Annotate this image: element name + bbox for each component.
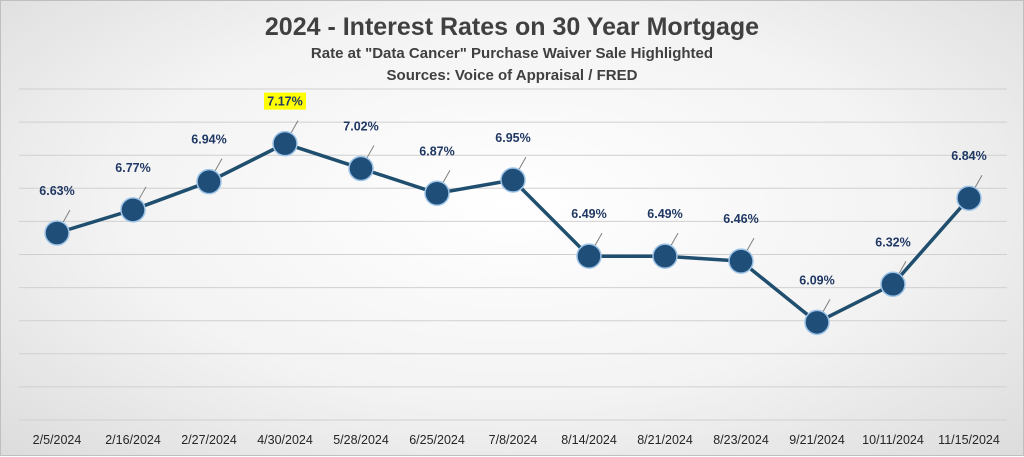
chart-sources: Sources: Voice of Appraisal / FRED <box>386 67 638 84</box>
x-tick-label: 10/11/2024 <box>862 433 924 447</box>
data-label: 7.02% <box>343 119 378 133</box>
data-point <box>272 130 298 157</box>
x-tick-label: 9/21/2024 <box>789 433 845 447</box>
data-point <box>196 168 222 195</box>
data-label: 6.84% <box>951 149 986 163</box>
data-markers <box>44 130 982 336</box>
x-tick-label: 6/25/2024 <box>409 433 465 447</box>
data-point <box>728 248 754 274</box>
data-label: 6.77% <box>115 161 150 175</box>
chart-subtitle: Rate at "Data Cancer" Purchase Waiver Sa… <box>310 45 714 62</box>
data-label: 6.49% <box>571 207 606 221</box>
data-point <box>804 309 830 336</box>
x-tick-label: 2/16/2024 <box>105 433 161 447</box>
data-point <box>576 243 602 269</box>
data-label: 6.49% <box>647 207 682 221</box>
data-label: 6.87% <box>419 144 454 158</box>
data-label: 6.94% <box>191 133 226 147</box>
data-label: 6.09% <box>799 273 834 287</box>
data-point <box>652 243 678 269</box>
x-axis-tick-labels: 2/5/2024 2/16/2024 2/27/2024 4/30/2024 5/28/… <box>33 433 1000 447</box>
data-point <box>880 271 906 298</box>
x-tick-label: 2/5/2024 <box>33 433 82 447</box>
data-point <box>44 220 70 246</box>
data-point <box>120 197 146 223</box>
data-label: 6.46% <box>723 212 758 226</box>
data-point <box>424 180 450 207</box>
data-label: 6.63% <box>39 184 74 198</box>
data-point <box>956 185 982 211</box>
x-tick-label: 8/14/2024 <box>561 433 617 447</box>
highlight-box <box>264 92 306 110</box>
x-tick-label: 2/27/2024 <box>181 433 237 447</box>
data-label: 7.17% <box>267 95 302 109</box>
data-label: 6.95% <box>495 131 530 145</box>
data-point <box>348 155 374 182</box>
data-labels: 6.63% 6.77% 6.94% 7.17% 7.02% 6.87% 6.95% 6.49%… <box>39 92 987 287</box>
data-label: 6.32% <box>875 235 910 249</box>
x-tick-label: 8/23/2024 <box>713 433 769 447</box>
x-tick-label: 7/8/2024 <box>489 433 538 447</box>
chart-title: 2024 - Interest Rates on 30 Year Mortgag… <box>264 13 760 41</box>
chart-titles: 2024 - Interest Rates on 30 Year Mortgag… <box>1 11 1023 87</box>
x-tick-label: 5/28/2024 <box>333 433 389 447</box>
x-tick-label: 4/30/2024 <box>257 433 313 447</box>
x-tick-label: 11/15/2024 <box>938 433 1000 447</box>
x-tick-label: 8/21/2024 <box>637 433 693 447</box>
data-point <box>500 167 526 193</box>
